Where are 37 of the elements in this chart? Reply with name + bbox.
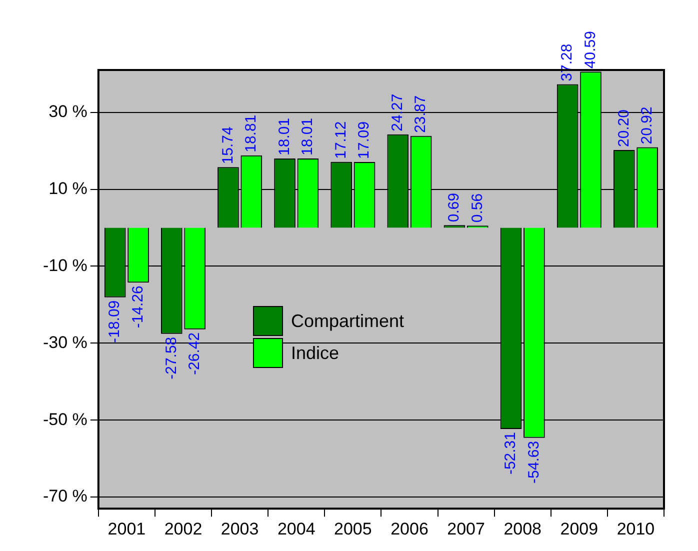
- data-label: -14.26: [129, 286, 146, 328]
- data-label: 20.92: [638, 106, 656, 144]
- x-tick-label: 2002: [164, 519, 202, 538]
- x-tick-label: 2009: [560, 519, 598, 538]
- data-label: 40.59: [582, 31, 599, 69]
- x-tick-label: 2004: [277, 519, 316, 538]
- x-tick-label: 2006: [390, 519, 428, 538]
- data-label: -27.58: [162, 336, 180, 380]
- data-label: 23.87: [412, 95, 430, 133]
- y-tick-label: -70 %: [42, 486, 88, 506]
- x-tick-label: 2001: [108, 519, 146, 538]
- y-tick-label: 10 %: [48, 178, 88, 198]
- data-label: 20.20: [615, 109, 632, 148]
- data-label: 24.27: [389, 94, 406, 132]
- x-tick-label: 2010: [616, 519, 655, 538]
- data-label: 17.09: [356, 121, 373, 159]
- data-label: -26.42: [186, 332, 203, 375]
- data-label: 18.01: [276, 118, 293, 156]
- x-tick-label: 2007: [447, 519, 485, 538]
- legend-label: Compartiment: [291, 310, 404, 332]
- data-label: -54.63: [525, 440, 542, 484]
- y-tick-label: -50 %: [42, 410, 88, 429]
- data-label: -52.31: [502, 432, 520, 475]
- data-label: 0.69: [446, 192, 463, 222]
- x-tick-label: 2005: [334, 519, 372, 538]
- x-tick-label: 2003: [220, 519, 259, 538]
- data-label: 17.12: [332, 121, 350, 159]
- legend-label: Indice: [291, 342, 340, 364]
- y-tick-label: -30 %: [42, 332, 88, 352]
- data-label: 18.81: [242, 114, 260, 152]
- data-label: -18.09: [106, 300, 124, 343]
- y-tick-label: 30 %: [48, 102, 88, 122]
- y-tick-label: -10 %: [42, 256, 88, 275]
- data-label: 18.01: [299, 118, 316, 156]
- data-label: 15.74: [219, 126, 236, 164]
- data-label: 0.56: [468, 193, 486, 223]
- x-tick-label: 2008: [504, 519, 542, 538]
